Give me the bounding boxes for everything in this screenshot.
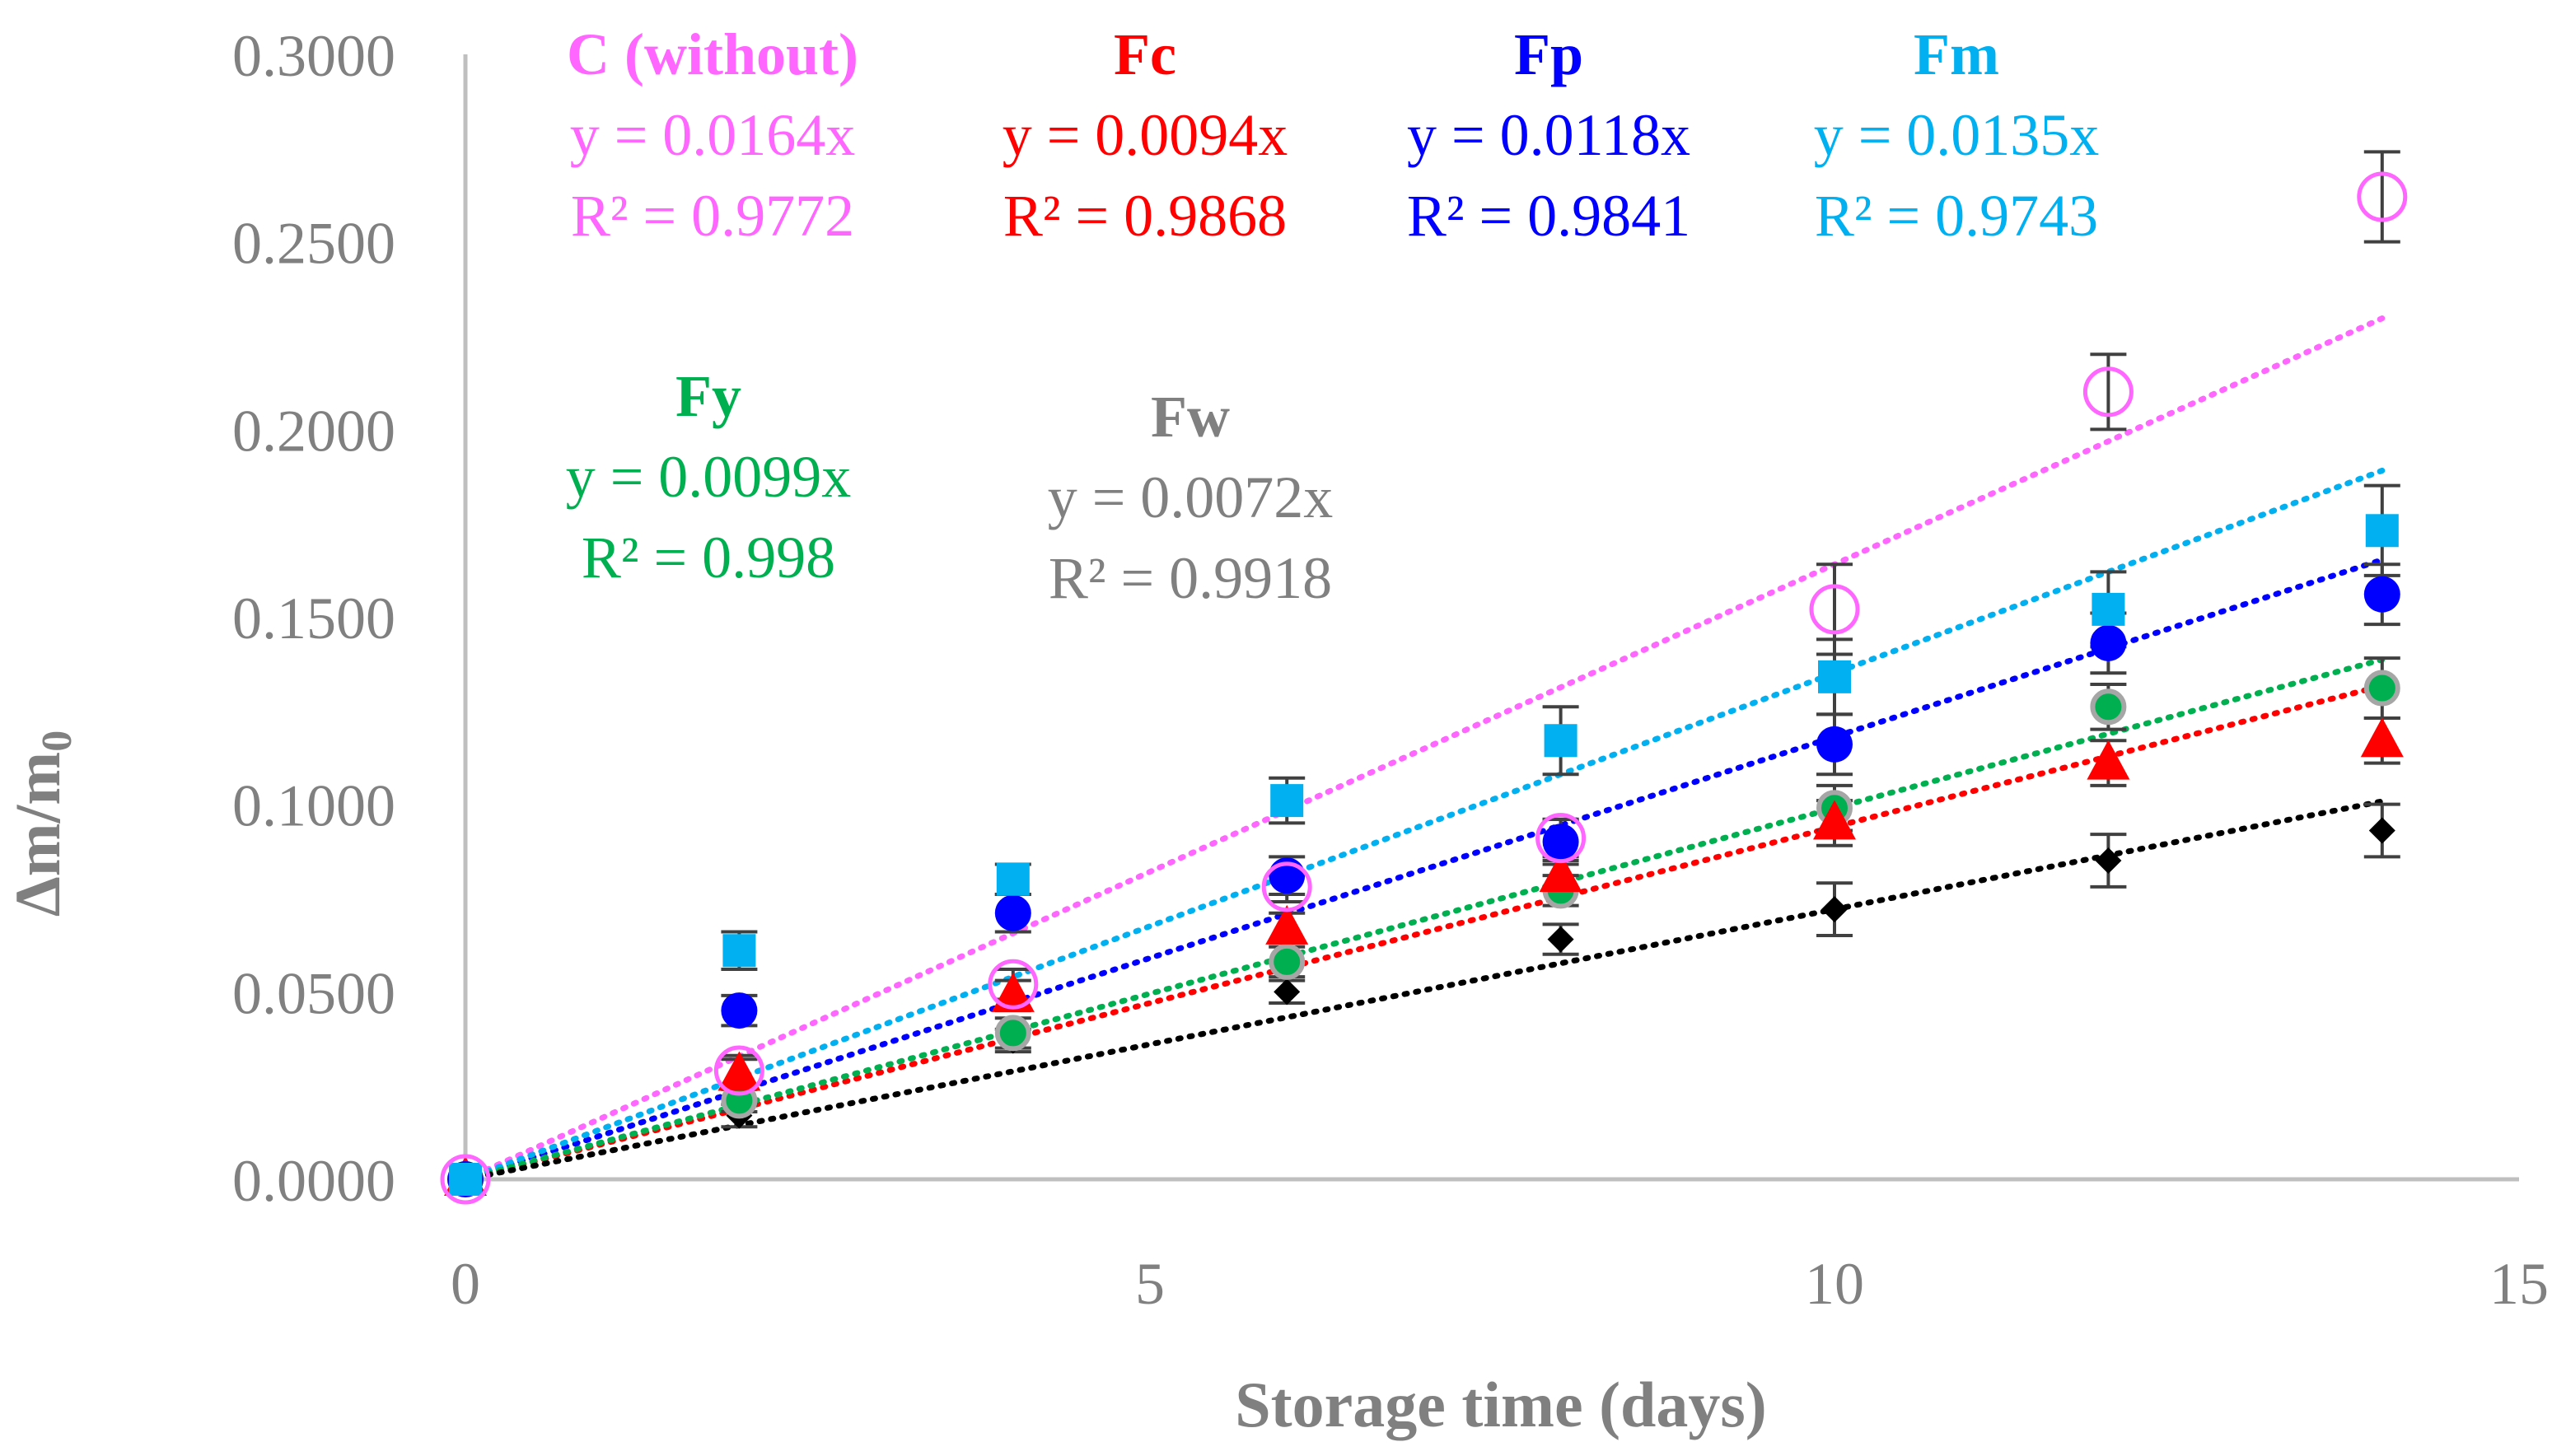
series-label-fc-r2: R² = 0.9868 [1003, 183, 1287, 249]
series-label-c-without--equation: y = 0.0164x [570, 102, 856, 168]
x-axis-title: Storage time (days) [1235, 1369, 1767, 1440]
trendline-fc [462, 683, 2386, 1183]
data-point-fw [2095, 847, 2122, 874]
data-point-fc [991, 972, 1035, 1012]
x-tick-label: 10 [1805, 1251, 1864, 1317]
data-point-fp [721, 992, 758, 1029]
y-tick-label: 0.1500 [232, 586, 395, 651]
data-point-fc [1265, 904, 1309, 945]
data-point-fm [722, 934, 756, 968]
data-point-c-without- [1809, 584, 1860, 635]
data-point-fp [994, 894, 1031, 931]
data-point-fc [1813, 800, 1856, 840]
data-point-fp [1816, 726, 1853, 763]
data-point-fp [1542, 824, 1579, 861]
series-label-fy-r2: R² = 0.998 [582, 525, 835, 590]
data-point-fc [717, 1051, 761, 1091]
trendlines [462, 315, 2386, 1183]
data-point-fm [1544, 724, 1577, 758]
data-point-fy [994, 1015, 1031, 1052]
series-label-fw-name: Fw [1151, 384, 1230, 450]
series-label-fp-equation: y = 0.0118x [1407, 102, 1690, 168]
y-tick-label: 0.1000 [232, 773, 395, 839]
data-point-fm [2092, 592, 2125, 626]
x-tick-label: 15 [2489, 1251, 2549, 1317]
data-points [440, 171, 2408, 1205]
series-label-fp-name: Fp [1514, 21, 1583, 87]
x-tick-label: 5 [1135, 1251, 1165, 1317]
data-point-c-without- [2082, 366, 2134, 418]
data-point-c-without- [440, 1154, 491, 1205]
series-label-c-without--name: C (without) [567, 21, 858, 87]
data-point-c-without- [1535, 813, 1587, 864]
y-tick-label: 0.0000 [232, 1148, 395, 1214]
y-axis-title-main: Δm/m [2, 752, 73, 917]
data-point-fy [2090, 688, 2127, 726]
data-point-fm [1818, 660, 1851, 693]
data-point-fc [2087, 740, 2130, 780]
data-point-fc [2360, 717, 2404, 758]
series-label-fm-equation: y = 0.0135x [1814, 102, 2100, 168]
data-point-c-without- [1261, 861, 1312, 912]
y-tick-label: 0.2000 [232, 398, 395, 464]
data-point-fy [1269, 943, 1306, 980]
data-point-c-without- [713, 1045, 764, 1096]
trendline-fy [462, 656, 2386, 1183]
data-point-fw [1274, 978, 1301, 1006]
series-label-fc-equation: y = 0.0094x [1003, 102, 1288, 168]
data-point-c-without- [988, 959, 1039, 1010]
data-point-fy [2363, 670, 2400, 707]
equation-labels: C (without) y = 0.0164x R² = 0.9772 Fc y = 0… [566, 21, 2100, 611]
y-tick-label: 0.0500 [232, 960, 395, 1026]
x-tick-label: 0 [451, 1251, 480, 1317]
data-point-fw [2368, 817, 2395, 844]
error-bar [2090, 352, 2127, 432]
trendline-fw [462, 798, 2386, 1183]
error-bars [721, 150, 2400, 1129]
data-point-fc [1539, 852, 1582, 893]
axes: 0.0000 0.0500 0.1000 0.1500 0.2000 0.2500 0.30… [232, 23, 2549, 1317]
series-label-fm-name: Fm [1914, 21, 1999, 87]
series-label-fw-equation: y = 0.0072x [1048, 464, 1334, 530]
trendline-fp [462, 557, 2386, 1183]
data-point-fp [2090, 624, 2127, 661]
series-label-fp-r2: R² = 0.9841 [1407, 183, 1690, 249]
y-tick-label: 0.2500 [232, 211, 395, 277]
data-point-fm [996, 862, 1030, 896]
trendline-c-without- [462, 315, 2386, 1183]
series-label-fw-r2: R² = 0.9918 [1049, 545, 1332, 611]
data-point-fw [1821, 896, 1848, 923]
data-point-c-without- [2357, 171, 2408, 222]
data-point-fw [1547, 926, 1574, 953]
series-label-c-without--r2: R² = 0.9772 [571, 183, 854, 249]
series-label-fy-name: Fy [675, 363, 741, 429]
data-point-fm [449, 1163, 482, 1196]
y-axis-title: Δm/m0 [2, 730, 81, 917]
series-label-fy-equation: y = 0.0099x [566, 444, 852, 510]
error-bar [2363, 150, 2400, 244]
data-point-fm [2365, 514, 2399, 548]
series-label-fc-name: Fc [1114, 21, 1176, 87]
y-axis-title-subscript: 0 [34, 730, 81, 752]
series-label-fm-r2: R² = 0.9743 [1815, 183, 2098, 249]
data-point-fp [2363, 576, 2400, 613]
data-point-fm [1270, 784, 1304, 818]
y-tick-label: 0.3000 [232, 23, 395, 89]
